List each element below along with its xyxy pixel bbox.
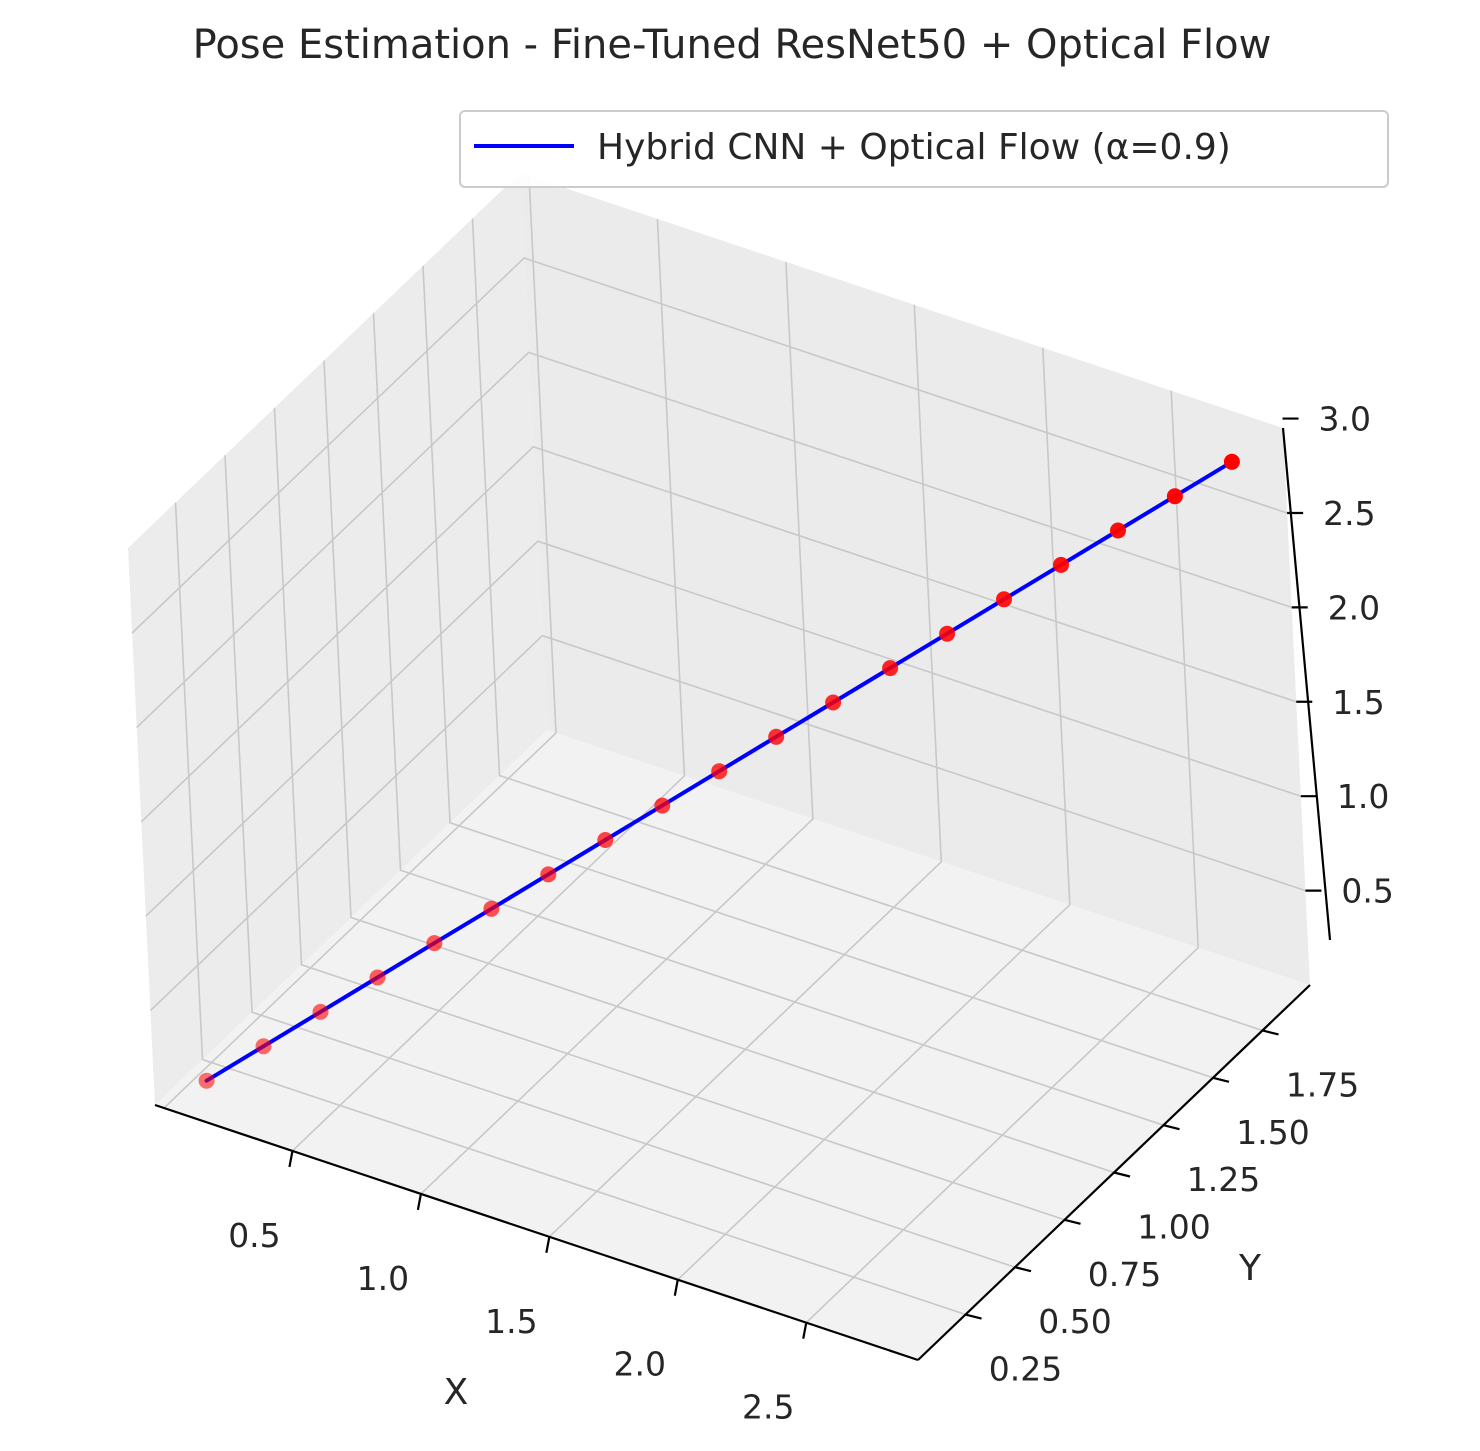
- x-tick-label: 1.5: [485, 1302, 537, 1341]
- data-point: [483, 900, 500, 917]
- x-tick: [545, 1236, 551, 1253]
- z-tick-label: 1.5: [1332, 683, 1384, 722]
- x-tick-label: 0.5: [228, 1216, 280, 1255]
- data-point: [1053, 556, 1069, 573]
- data-point: [597, 832, 614, 848]
- gridline-y: [174, 502, 966, 1316]
- gridlines: [131, 175, 1306, 1324]
- tick-marks: [288, 417, 1322, 1339]
- series-layer: [198, 453, 1240, 1089]
- gridline-x: [677, 347, 1071, 1281]
- gridline-x: [548, 304, 943, 1238]
- y-tick-label: 0.75: [1088, 1255, 1161, 1294]
- y-tick: [1212, 1076, 1230, 1083]
- data-point: [1166, 488, 1183, 505]
- z-tick-label: 3.0: [1319, 400, 1371, 439]
- y-tick-label: 1.00: [1137, 1208, 1210, 1247]
- data-point: [825, 694, 842, 711]
- data-point: [198, 1072, 215, 1089]
- data-point: [369, 969, 386, 986]
- x-tick-label: 2.5: [742, 1388, 794, 1427]
- data-point: [996, 591, 1012, 608]
- gridline-z: [145, 540, 1302, 917]
- y-tick: [1113, 1171, 1131, 1178]
- data-point: [1110, 522, 1126, 539]
- gridline-y: [471, 218, 1263, 1032]
- gridline-z: [131, 257, 1288, 634]
- gridline-z: [136, 351, 1292, 728]
- back-wall-pane: [520, 173, 1310, 985]
- gridline-y: [273, 407, 1065, 1221]
- y-tick: [965, 1313, 982, 1320]
- data-point: [654, 797, 671, 814]
- data-point: [426, 935, 443, 952]
- chart-title: Pose Estimation - Fine-Tuned ResNet50 + …: [193, 22, 1272, 68]
- y-tick: [1064, 1218, 1081, 1225]
- gridline-x: [805, 390, 1200, 1324]
- z-tick-label: 1.0: [1337, 777, 1389, 816]
- x-axis-line: [154, 1103, 919, 1362]
- y-tick: [1262, 1029, 1279, 1036]
- data-point: [312, 1003, 329, 1020]
- legend: Hybrid CNN + Optical Flow (α=0.9): [459, 110, 1389, 188]
- gridline-y: [372, 313, 1164, 1126]
- gridline-z: [149, 634, 1306, 1012]
- x-axis-label: X: [444, 1372, 469, 1413]
- gridline-y: [323, 360, 1115, 1174]
- data-point: [711, 763, 728, 780]
- gridline-x: [420, 261, 814, 1195]
- x-tick-label: 2.0: [614, 1345, 666, 1384]
- tick-labels: 0.5 1.0 1.5 2.0 2.5 0.25 0.50 0.75 1.00 1.25 1.50 1…: [228, 400, 1394, 1427]
- y-tick-label: 1.25: [1187, 1160, 1260, 1199]
- gridline-x: [291, 218, 686, 1152]
- y-tick-label: 1.50: [1236, 1113, 1309, 1152]
- data-point: [768, 728, 785, 745]
- gridline-z: [140, 445, 1297, 823]
- x-tick: [288, 1150, 294, 1168]
- data-point: [939, 625, 956, 642]
- y-axis-label: Y: [1238, 1248, 1262, 1289]
- z-tick-label: 2.5: [1323, 494, 1375, 533]
- gridline-y: [224, 455, 1016, 1268]
- y-tick-label: 0.50: [1038, 1302, 1111, 1341]
- z-tick-label: 2.0: [1328, 588, 1380, 627]
- data-point: [1223, 453, 1240, 470]
- x-tick: [802, 1322, 808, 1339]
- data-point: [255, 1038, 272, 1055]
- x-tick: [416, 1193, 422, 1211]
- x-tick: [673, 1279, 679, 1296]
- x-tick-label: 1.0: [357, 1259, 409, 1298]
- y-tick-label: 1.75: [1286, 1065, 1359, 1104]
- data-point: [882, 660, 899, 677]
- y-tick: [1014, 1266, 1032, 1273]
- legend-frame: [459, 110, 1389, 188]
- y-tick-label: 0.25: [989, 1350, 1062, 1389]
- z-tick-label: 0.5: [1341, 872, 1393, 911]
- gridline-y: [422, 265, 1214, 1079]
- gridline-x: [163, 175, 557, 1109]
- legend-entry-label: Hybrid CNN + Optical Flow (α=0.9): [597, 127, 1231, 168]
- y-tick: [1163, 1124, 1180, 1131]
- data-point: [540, 866, 557, 883]
